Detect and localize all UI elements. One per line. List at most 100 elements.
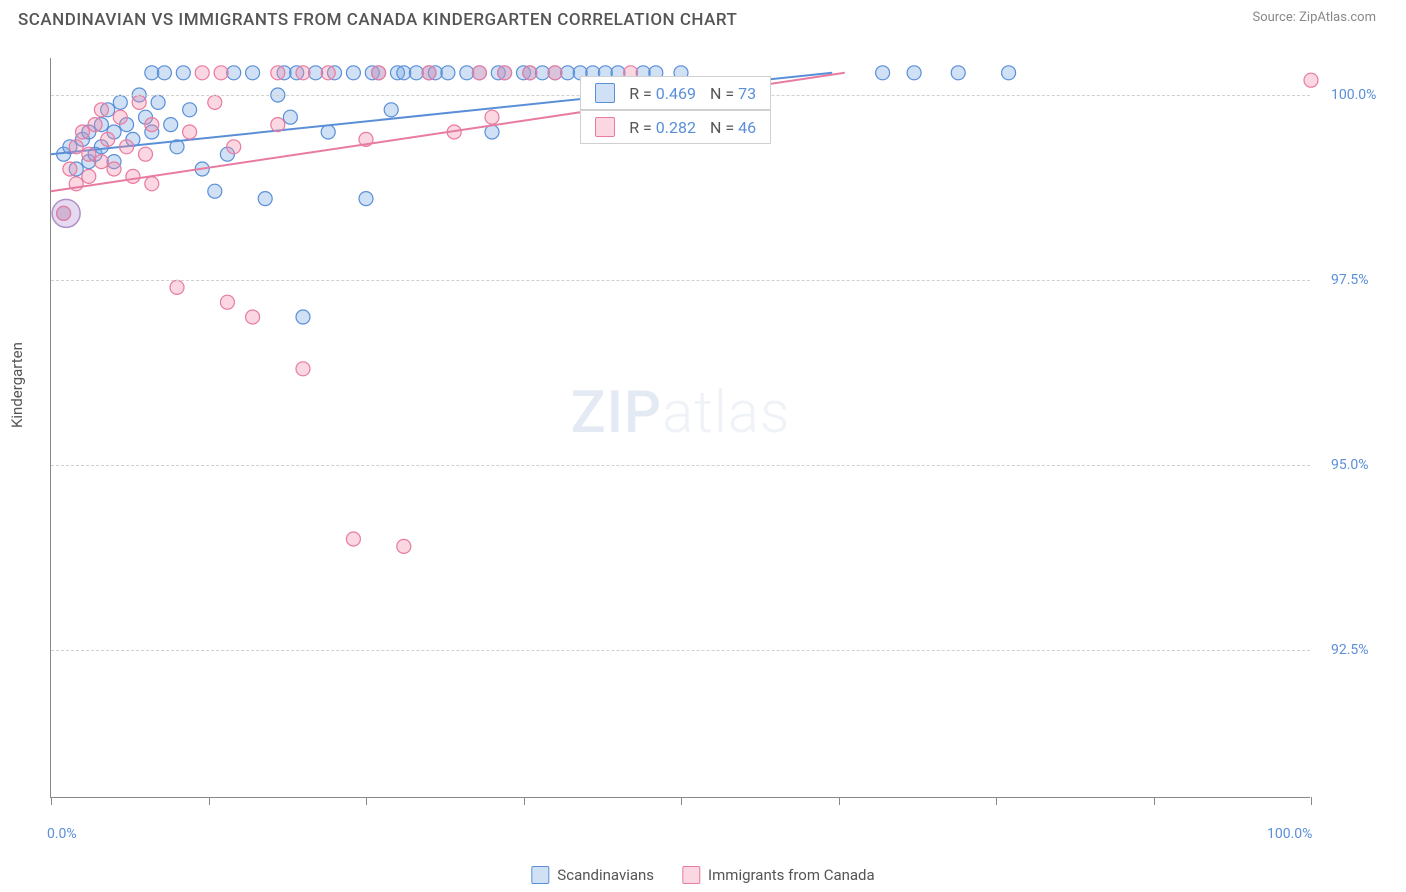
data-point[interactable] — [422, 66, 436, 80]
legend-item[interactable]: Scandinavians — [531, 866, 654, 884]
data-point[interactable] — [145, 66, 159, 80]
data-point[interactable] — [876, 66, 890, 80]
data-point[interactable] — [246, 310, 260, 324]
data-point[interactable] — [208, 184, 222, 198]
data-point[interactable] — [76, 125, 90, 139]
x-tick — [1311, 797, 1312, 805]
x-tick — [681, 797, 682, 805]
y-axis-label: Kindergarten — [8, 342, 26, 428]
data-point[interactable] — [258, 192, 272, 206]
legend-swatch-icon — [682, 866, 700, 884]
stat-r-label: R = 0.469 — [629, 84, 696, 103]
data-point[interactable] — [63, 162, 77, 176]
data-point[interactable] — [498, 66, 512, 80]
data-point[interactable] — [271, 118, 285, 132]
gridline-h — [51, 280, 1310, 281]
data-point[interactable] — [296, 362, 310, 376]
chart-header: SCANDINAVIAN VS IMMIGRANTS FROM CANADA K… — [0, 0, 1406, 30]
data-point[interactable] — [246, 66, 260, 80]
data-point[interactable] — [384, 103, 398, 117]
stats-box: R = 0.469N = 73 — [580, 76, 771, 110]
data-point[interactable] — [283, 110, 297, 124]
data-point[interactable] — [271, 66, 285, 80]
data-point[interactable] — [113, 95, 127, 109]
data-point[interactable] — [183, 103, 197, 117]
legend: Scandinavians Immigrants from Canada — [531, 866, 874, 884]
data-point[interactable] — [157, 66, 171, 80]
data-point[interactable] — [126, 169, 140, 183]
x-tick — [524, 797, 525, 805]
data-point[interactable] — [82, 147, 96, 161]
data-point[interactable] — [69, 140, 83, 154]
data-point[interactable] — [321, 125, 335, 139]
data-point[interactable] — [113, 110, 127, 124]
data-point[interactable] — [296, 66, 310, 80]
y-tick-label: 97.5% — [1331, 272, 1369, 288]
data-point[interactable] — [139, 147, 153, 161]
source-attribution: Source: ZipAtlas.com — [1252, 10, 1376, 25]
data-point[interactable] — [227, 66, 241, 80]
plot-area: ZIPatlas 100.0%97.5%95.0%92.5%0.0%100.0%… — [50, 58, 1310, 798]
data-point[interactable] — [296, 310, 310, 324]
data-point[interactable] — [535, 66, 549, 80]
data-point[interactable] — [214, 66, 228, 80]
legend-swatch-icon — [531, 866, 549, 884]
data-point[interactable] — [523, 66, 537, 80]
data-point[interactable] — [220, 295, 234, 309]
data-point[interactable] — [94, 155, 108, 169]
data-point[interactable] — [346, 532, 360, 546]
data-point[interactable] — [485, 110, 499, 124]
y-tick-label: 100.0% — [1331, 87, 1376, 103]
data-point[interactable] — [1304, 73, 1318, 87]
chart-title: SCANDINAVIAN VS IMMIGRANTS FROM CANADA K… — [18, 10, 737, 30]
data-point[interactable] — [472, 66, 486, 80]
data-point[interactable] — [57, 206, 71, 220]
data-point[interactable] — [183, 125, 197, 139]
data-point[interactable] — [321, 66, 335, 80]
x-tick — [51, 797, 52, 805]
chart-container: Kindergarten ZIPatlas 100.0%97.5%95.0%92… — [0, 48, 1406, 892]
data-point[interactable] — [409, 66, 423, 80]
data-point[interactable] — [397, 539, 411, 553]
source-link[interactable]: ZipAtlas.com — [1299, 10, 1376, 25]
stat-r-label: R = 0.282 — [629, 118, 696, 137]
data-point[interactable] — [94, 103, 108, 117]
scatter-svg — [51, 58, 1311, 798]
data-point[interactable] — [82, 169, 96, 183]
data-point[interactable] — [561, 66, 575, 80]
data-point[interactable] — [208, 95, 222, 109]
data-point[interactable] — [951, 66, 965, 80]
legend-swatch-icon — [595, 83, 615, 103]
y-tick-label: 92.5% — [1331, 642, 1369, 658]
data-point[interactable] — [1002, 66, 1016, 80]
data-point[interactable] — [88, 118, 102, 132]
stats-box: R = 0.282N = 46 — [580, 110, 771, 144]
x-tick — [1154, 797, 1155, 805]
data-point[interactable] — [132, 95, 146, 109]
data-point[interactable] — [441, 66, 455, 80]
data-point[interactable] — [120, 140, 134, 154]
data-point[interactable] — [101, 132, 115, 146]
data-point[interactable] — [460, 66, 474, 80]
data-point[interactable] — [372, 66, 386, 80]
data-point[interactable] — [346, 66, 360, 80]
data-point[interactable] — [164, 118, 178, 132]
legend-swatch-icon — [595, 117, 615, 137]
data-point[interactable] — [145, 177, 159, 191]
data-point[interactable] — [359, 192, 373, 206]
data-point[interactable] — [397, 66, 411, 80]
data-point[interactable] — [309, 66, 323, 80]
data-point[interactable] — [145, 118, 159, 132]
data-point[interactable] — [176, 66, 190, 80]
data-point[interactable] — [548, 66, 562, 80]
gridline-h — [51, 650, 1310, 651]
data-point[interactable] — [907, 66, 921, 80]
x-tick — [839, 797, 840, 805]
data-point[interactable] — [195, 66, 209, 80]
x-tick-label: 0.0% — [47, 826, 77, 842]
data-point[interactable] — [227, 140, 241, 154]
legend-item[interactable]: Immigrants from Canada — [682, 866, 875, 884]
data-point[interactable] — [151, 95, 165, 109]
data-point[interactable] — [170, 280, 184, 294]
data-point[interactable] — [107, 162, 121, 176]
